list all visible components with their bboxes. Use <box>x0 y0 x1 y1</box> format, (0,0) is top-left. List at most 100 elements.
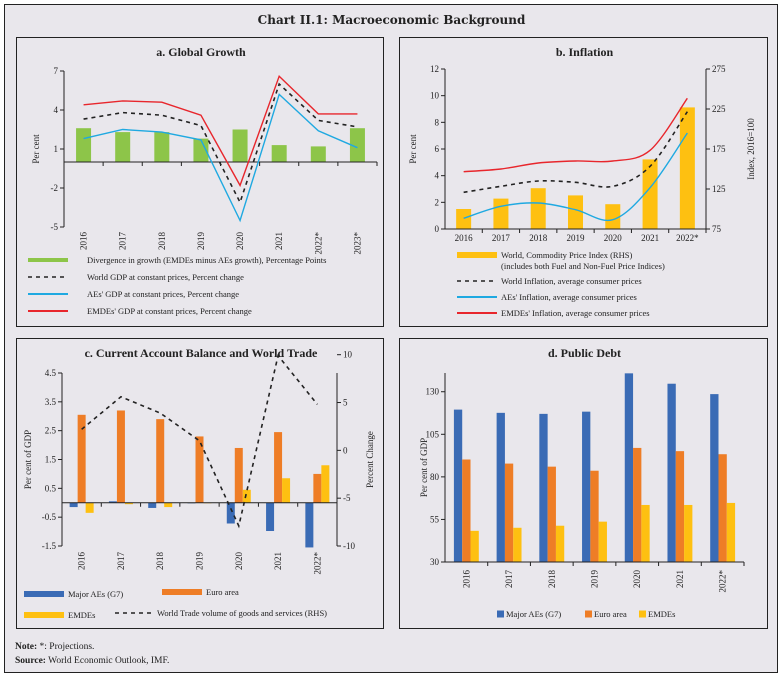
y-tick-label-left: 3.5 <box>45 397 57 407</box>
bar-emdes-2022 <box>321 465 330 503</box>
y-tick-label-left: 80 <box>430 472 440 482</box>
panel-global-growth: a. Global Growth 7 4 1 -2 -5 Per cent 2016 2017 2… <box>16 37 384 327</box>
legend-swatch-emdes <box>639 610 646 618</box>
legend-label-commodity-note: (includes both Fuel and Non-Fuel Price I… <box>501 261 665 271</box>
legend-label-commodity: World, Commodity Price Index (RHS) <box>501 250 632 260</box>
x-tick-label: 2017 <box>504 570 514 589</box>
legend-swatch-divergence <box>28 258 68 262</box>
chart-global-growth: a. Global Growth 7 4 1 -2 -5 Per cent 2016 2017 2… <box>28 45 378 316</box>
panel-title: c. Current Account Balance and World Tra… <box>85 346 318 360</box>
y-tick-label-left: 130 <box>426 387 440 397</box>
y-tick-label-left: 4 <box>435 171 440 181</box>
bar-emdes-2020 <box>641 504 650 562</box>
y-tick-label-left: 4 <box>54 105 59 115</box>
x-tick-label: 2022* <box>718 570 728 593</box>
bar-emdes-2016 <box>85 502 94 513</box>
series-line-emdes <box>463 97 688 173</box>
source-label: Source: <box>15 656 46 666</box>
bar-emdes-2019 <box>598 521 607 562</box>
x-tick-label: 2018 <box>157 232 167 251</box>
x-tick-label: 2018 <box>547 570 557 589</box>
y-tick-label-left: 10 <box>430 91 440 101</box>
x-tick-label: 2021 <box>675 570 685 588</box>
legend-label-emdes: EMDEs <box>68 610 95 620</box>
y-tick-label-left: -0.5 <box>42 512 57 522</box>
y-tick-label-right: 125 <box>712 184 726 194</box>
bar-major-2021 <box>667 383 676 562</box>
legend-label-euro-area: Euro area <box>206 587 239 597</box>
x-tick-label: 2017 <box>492 233 511 243</box>
y-tick-label-left: 30 <box>430 557 440 567</box>
bar-world-2021 <box>642 159 658 229</box>
panel-title: d. Public Debt <box>548 346 621 360</box>
y-axis-label: Per cent <box>408 134 418 164</box>
legend-label-emdes: EMDEs <box>648 609 675 619</box>
series-line-world <box>83 82 358 205</box>
bar-euro-2018 <box>156 419 165 503</box>
y-tick-label-left: 2 <box>435 197 440 207</box>
y-tick-label-right: 275 <box>712 64 726 74</box>
bar-divergence-2020 <box>232 129 248 162</box>
y-tick-label-right: 10 <box>343 350 353 360</box>
legend-swatch-euro-area <box>585 610 592 618</box>
legend-label-world: World Inflation, average consumer prices <box>501 276 642 286</box>
bar-emdes-2018 <box>555 525 565 562</box>
bar-euro-2020 <box>633 447 642 562</box>
bar-divergence-2016 <box>76 128 92 162</box>
legend-label-world: World GDP at constant prices, Percent ch… <box>87 272 244 282</box>
series-line-emdes <box>83 74 358 188</box>
panel-current-account: c. Current Account Balance and World Tra… <box>16 338 384 629</box>
bar-emdes-2021 <box>282 478 291 503</box>
bar-world-2017 <box>493 198 509 229</box>
x-tick-label: 2018 <box>529 233 548 243</box>
bar-euro-2017 <box>504 463 514 562</box>
x-tick-label: 2021 <box>274 232 284 250</box>
x-tick-label: 2020 <box>632 570 642 589</box>
legend-label-major-aes: Major AEs (G7) <box>506 609 561 619</box>
note-text: *: Projections. <box>37 642 95 652</box>
bar-major-2018 <box>148 502 157 508</box>
y-tick-label-right: -10 <box>343 541 355 551</box>
legend-swatch-euro-area <box>162 589 202 595</box>
bar-emdes-2018 <box>164 502 173 508</box>
bar-euro-2018 <box>547 466 556 562</box>
y-tick-label-right: 0 <box>343 445 348 455</box>
bar-euro-2022 <box>718 454 727 562</box>
y-tick-label-left: 1.5 <box>45 455 57 465</box>
bar-major-2020 <box>624 373 634 562</box>
legend-label-aes: AEs' Inflation, average consumer prices <box>501 292 637 302</box>
bar-divergence-2018 <box>154 132 170 162</box>
y-tick-label-right: 225 <box>712 104 726 114</box>
y-tick-label-right: 75 <box>712 224 722 234</box>
y-axis-label: Per cent of GDP <box>23 430 33 489</box>
y-tick-label-left: 105 <box>426 429 440 439</box>
bar-euro-2020 <box>234 447 243 503</box>
y-tick-label-right: 5 <box>343 398 348 408</box>
note-label: Note: <box>15 642 38 652</box>
x-tick-label: 2017 <box>118 232 128 251</box>
bar-divergence-2019 <box>193 138 209 162</box>
y-tick-label-left: 0 <box>435 224 440 234</box>
y-axis-label: Per cent <box>31 134 41 164</box>
legend-label-aes: AEs' GDP at constant prices, Percent cha… <box>87 289 239 299</box>
bar-major-2016 <box>453 409 463 562</box>
bar-divergence-2021 <box>271 145 287 162</box>
bar-euro-2022 <box>313 473 322 503</box>
main-title: Chart II.1: Macroeconomic Background <box>257 13 526 27</box>
bar-emdes-2017 <box>513 527 522 562</box>
bar-major-2021 <box>266 502 275 532</box>
panel-title: a. Global Growth <box>156 45 246 59</box>
y-tick-label-left: 4.5 <box>45 368 57 378</box>
y-tick-label-left: 8 <box>435 117 440 127</box>
bar-major-2022 <box>305 502 314 548</box>
y-tick-label-left: 55 <box>430 514 440 524</box>
x-tick-label: 2023* <box>352 232 362 255</box>
y-tick-label-left: -2 <box>51 183 59 193</box>
y-axis-label: Per cent of GDP <box>419 438 429 497</box>
x-tick-label: 2019 <box>195 552 205 571</box>
bar-divergence-2022 <box>310 146 326 162</box>
source-line: Source: World Economic Outlook, IMF. <box>15 654 169 668</box>
bar-world-2019 <box>568 195 583 229</box>
bar-emdes-2017 <box>124 502 133 505</box>
legend-swatch-major-aes <box>497 610 504 618</box>
